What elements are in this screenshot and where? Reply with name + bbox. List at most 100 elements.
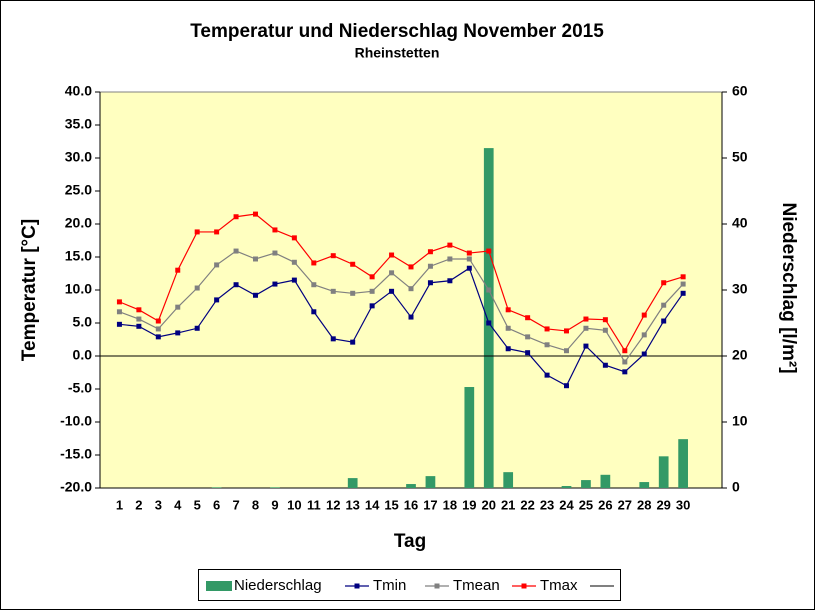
- marker: [116, 321, 122, 327]
- marker: [369, 288, 375, 294]
- marker: [350, 290, 356, 296]
- marker: [350, 261, 356, 267]
- marker: [155, 318, 161, 324]
- marker: [369, 274, 375, 280]
- marker: [194, 229, 200, 235]
- y2-tick-label: 0: [732, 479, 740, 495]
- marker: [564, 328, 569, 334]
- marker: [680, 281, 686, 287]
- y2-tick-label: 20: [732, 347, 748, 363]
- x-tick-label: 1: [116, 497, 123, 512]
- x-tick-label: 3: [155, 497, 162, 512]
- marker: [369, 303, 375, 309]
- marker: [486, 248, 492, 254]
- marker: [350, 339, 356, 345]
- marker: [564, 383, 569, 389]
- marker: [583, 325, 589, 331]
- marker: [602, 317, 608, 323]
- x-tick-label: 24: [559, 497, 574, 512]
- marker: [311, 309, 317, 315]
- y2-tick-label: 10: [732, 413, 748, 429]
- x-tick-label: 20: [482, 497, 496, 512]
- marker: [233, 248, 239, 254]
- x-tick-label: 13: [345, 497, 359, 512]
- line: [119, 213, 684, 352]
- legend-label: Tmin: [373, 577, 406, 594]
- marker: [602, 327, 608, 333]
- marker: [408, 286, 414, 292]
- marker: [194, 325, 200, 331]
- y2-tick-label: 60: [732, 83, 748, 99]
- marker: [291, 259, 297, 265]
- marker: [408, 314, 414, 320]
- marker: [622, 348, 628, 354]
- marker: [661, 318, 667, 324]
- marker: [155, 326, 161, 332]
- x-tick-label: 8: [252, 497, 259, 512]
- marker: [525, 315, 531, 321]
- legend-marker: [354, 583, 360, 589]
- marker: [136, 316, 142, 322]
- x-tick-label: 14: [365, 497, 380, 512]
- marker: [330, 253, 336, 259]
- y-tick-label: 25.0: [65, 182, 92, 198]
- x-tick-label: 11: [307, 497, 321, 512]
- marker: [447, 256, 453, 262]
- marker: [447, 242, 453, 248]
- marker: [272, 227, 278, 233]
- y2-tick-label: 50: [732, 149, 748, 165]
- marker: [214, 297, 220, 303]
- bar: [581, 480, 591, 488]
- x-tick-label: 15: [384, 497, 398, 512]
- marker: [136, 307, 142, 313]
- bar: [678, 439, 688, 488]
- marker: [505, 325, 511, 331]
- marker: [505, 307, 511, 313]
- x-tick-label: 9: [271, 497, 278, 512]
- bar: [639, 482, 650, 488]
- marker: [525, 350, 531, 356]
- marker: [641, 312, 647, 318]
- marker: [466, 256, 472, 262]
- marker: [389, 252, 395, 258]
- marker: [214, 229, 220, 235]
- bar: [347, 478, 358, 488]
- marker: [330, 336, 336, 342]
- marker: [175, 330, 181, 336]
- y-tick-label: 35.0: [65, 116, 92, 132]
- x-tick-label: 6: [213, 497, 220, 512]
- marker: [486, 287, 492, 293]
- x-tick-label: 27: [618, 497, 632, 512]
- legend-label: Tmax: [540, 577, 578, 594]
- x-tick-label: 21: [501, 497, 515, 512]
- x-tick-label: 30: [676, 497, 690, 512]
- y-tick-label: 10.0: [65, 281, 92, 297]
- x-tick-label: 25: [579, 497, 593, 512]
- x-tick-label: 2: [135, 497, 142, 512]
- marker: [311, 282, 317, 288]
- x-tick-label: 23: [540, 497, 554, 512]
- chart-title: Temperatur und Niederschlag November 201…: [190, 21, 604, 42]
- x-tick-label: 26: [598, 497, 612, 512]
- legend-swatch: [206, 581, 232, 591]
- y-tick-label: 20.0: [65, 215, 92, 231]
- marker: [583, 343, 589, 349]
- y2-axis-title: Niederschlag [l/m²]: [778, 202, 799, 373]
- bar: [503, 472, 514, 488]
- marker: [233, 282, 239, 288]
- marker: [680, 290, 686, 296]
- bar: [211, 487, 222, 488]
- bar: [425, 476, 436, 488]
- marker: [272, 281, 278, 287]
- legend: [198, 569, 621, 601]
- marker: [311, 260, 317, 266]
- marker: [175, 304, 181, 310]
- marker: [466, 250, 472, 256]
- marker: [661, 280, 667, 286]
- bar: [600, 474, 611, 488]
- x-tick-label: 29: [656, 497, 670, 512]
- x-tick-label: 10: [287, 497, 301, 512]
- marker: [330, 288, 336, 294]
- x-tick-label: 19: [462, 497, 476, 512]
